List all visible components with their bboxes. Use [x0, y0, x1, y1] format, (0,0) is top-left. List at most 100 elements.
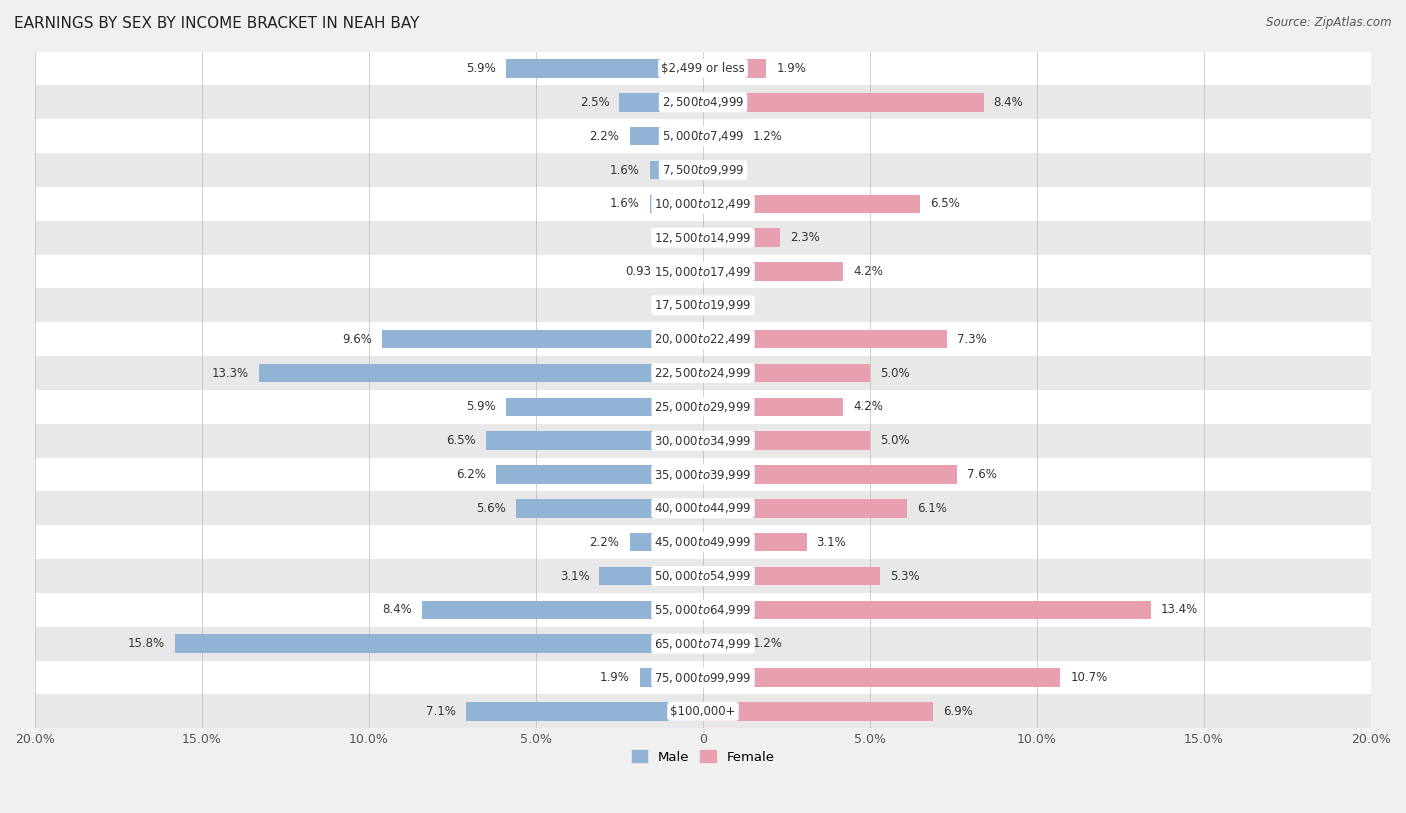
Text: EARNINGS BY SEX BY INCOME BRACKET IN NEAH BAY: EARNINGS BY SEX BY INCOME BRACKET IN NEA… [14, 16, 419, 31]
Bar [703, 59, 766, 78]
Text: 5.3%: 5.3% [890, 569, 920, 582]
Text: 7.3%: 7.3% [957, 333, 987, 346]
Text: 2.2%: 2.2% [589, 129, 620, 142]
Bar [35, 559, 1371, 593]
Bar [650, 194, 703, 213]
Text: Source: ZipAtlas.com: Source: ZipAtlas.com [1267, 16, 1392, 29]
Bar [630, 533, 703, 551]
Text: 0.0%: 0.0% [713, 163, 742, 176]
Text: 4.2%: 4.2% [853, 265, 883, 278]
Text: 3.1%: 3.1% [560, 569, 589, 582]
Text: 2.3%: 2.3% [790, 231, 820, 244]
Bar [35, 593, 1371, 627]
Text: $50,000 to $54,999: $50,000 to $54,999 [654, 569, 752, 583]
Text: 6.5%: 6.5% [446, 434, 475, 447]
Text: 0.0%: 0.0% [713, 299, 742, 312]
Bar [703, 668, 1060, 687]
Text: 2.2%: 2.2% [589, 536, 620, 549]
Bar [703, 634, 744, 653]
Text: 1.2%: 1.2% [754, 129, 783, 142]
Bar [599, 567, 703, 585]
Text: $12,500 to $14,999: $12,500 to $14,999 [654, 231, 752, 245]
Bar [496, 465, 703, 484]
Text: 5.0%: 5.0% [880, 434, 910, 447]
Text: 6.5%: 6.5% [931, 198, 960, 211]
Bar [422, 601, 703, 620]
Text: $65,000 to $74,999: $65,000 to $74,999 [654, 637, 752, 650]
Bar [35, 254, 1371, 289]
Bar [620, 93, 703, 111]
Bar [35, 51, 1371, 85]
Bar [703, 465, 957, 484]
Bar [35, 153, 1371, 187]
Bar [35, 525, 1371, 559]
Text: 1.9%: 1.9% [599, 671, 630, 684]
Bar [35, 458, 1371, 491]
Text: 13.3%: 13.3% [211, 367, 249, 380]
Text: $35,000 to $39,999: $35,000 to $39,999 [654, 467, 752, 481]
Bar [650, 161, 703, 180]
Text: $55,000 to $64,999: $55,000 to $64,999 [654, 602, 752, 617]
Bar [35, 491, 1371, 525]
Text: 0.93%: 0.93% [624, 265, 662, 278]
Text: 10.7%: 10.7% [1070, 671, 1108, 684]
Bar [703, 330, 946, 349]
Bar [703, 432, 870, 450]
Text: $45,000 to $49,999: $45,000 to $49,999 [654, 535, 752, 549]
Text: 8.4%: 8.4% [994, 96, 1024, 109]
Text: 4.2%: 4.2% [853, 400, 883, 413]
Bar [259, 363, 703, 382]
Text: 6.2%: 6.2% [456, 468, 486, 481]
Text: $5,000 to $7,499: $5,000 to $7,499 [662, 129, 744, 143]
Bar [35, 85, 1371, 120]
Text: $15,000 to $17,499: $15,000 to $17,499 [654, 264, 752, 279]
Text: $30,000 to $34,999: $30,000 to $34,999 [654, 433, 752, 448]
Text: 0.0%: 0.0% [664, 231, 693, 244]
Bar [35, 120, 1371, 153]
Text: 6.1%: 6.1% [917, 502, 946, 515]
Bar [35, 322, 1371, 356]
Bar [35, 221, 1371, 254]
Bar [703, 702, 934, 720]
Text: 1.9%: 1.9% [776, 62, 807, 75]
Bar [382, 330, 703, 349]
Text: 6.9%: 6.9% [943, 705, 973, 718]
Bar [703, 601, 1150, 620]
Text: 8.4%: 8.4% [382, 603, 412, 616]
Text: 1.6%: 1.6% [610, 198, 640, 211]
Bar [506, 59, 703, 78]
Text: $25,000 to $29,999: $25,000 to $29,999 [654, 400, 752, 414]
Bar [703, 263, 844, 280]
Text: 7.6%: 7.6% [967, 468, 997, 481]
Bar [35, 289, 1371, 322]
Text: $22,500 to $24,999: $22,500 to $24,999 [654, 366, 752, 380]
Text: 3.1%: 3.1% [817, 536, 846, 549]
Text: 5.9%: 5.9% [467, 62, 496, 75]
Bar [703, 194, 920, 213]
Text: 7.1%: 7.1% [426, 705, 456, 718]
Text: 0.0%: 0.0% [664, 299, 693, 312]
Bar [703, 499, 907, 518]
Bar [703, 93, 984, 111]
Bar [703, 228, 780, 247]
Text: 15.8%: 15.8% [128, 637, 166, 650]
Bar [630, 127, 703, 146]
Bar [35, 694, 1371, 728]
Bar [506, 398, 703, 416]
Text: 2.5%: 2.5% [579, 96, 609, 109]
Text: $75,000 to $99,999: $75,000 to $99,999 [654, 671, 752, 685]
Bar [703, 363, 870, 382]
Text: $10,000 to $12,499: $10,000 to $12,499 [654, 197, 752, 211]
Text: 13.4%: 13.4% [1160, 603, 1198, 616]
Text: $40,000 to $44,999: $40,000 to $44,999 [654, 502, 752, 515]
Text: 5.9%: 5.9% [467, 400, 496, 413]
Text: 5.0%: 5.0% [880, 367, 910, 380]
Text: 1.2%: 1.2% [754, 637, 783, 650]
Bar [703, 533, 807, 551]
Legend: Male, Female: Male, Female [626, 745, 780, 769]
Bar [176, 634, 703, 653]
Bar [516, 499, 703, 518]
Bar [703, 127, 744, 146]
Text: 5.6%: 5.6% [477, 502, 506, 515]
Bar [640, 668, 703, 687]
